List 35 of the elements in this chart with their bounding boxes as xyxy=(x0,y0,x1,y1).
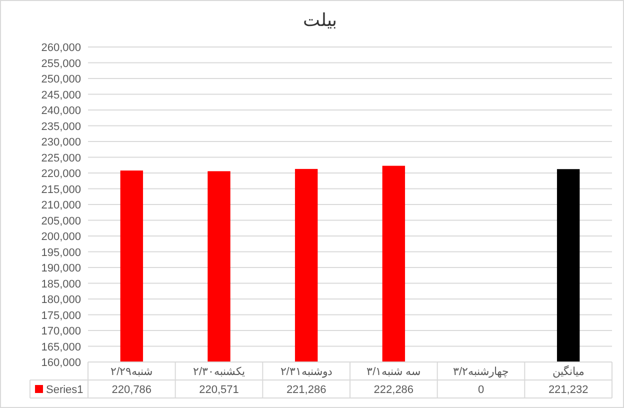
y-tick-label: 180,000 xyxy=(41,294,81,306)
y-tick-label: 200,000 xyxy=(41,231,81,243)
category: چهارشنبه۳/۲ xyxy=(452,366,510,378)
data-label: 221,232 xyxy=(548,384,588,396)
y-tick-label: 255,000 xyxy=(41,58,81,70)
y-tick-label: 250,000 xyxy=(41,74,81,86)
y-tick-label: 195,000 xyxy=(41,246,81,259)
y-tick-label: 185,000 xyxy=(41,278,81,290)
category: سه شنبه۳/۱ xyxy=(366,366,421,378)
category: یکشنبه۲/۳۰ xyxy=(192,366,246,378)
y-tick-label: 215,000 xyxy=(41,184,81,196)
y-tick-label: 170,000 xyxy=(41,326,81,338)
y-tick-label: 240,000 xyxy=(41,105,81,117)
y-tick-label: 260,000 xyxy=(41,42,81,54)
y-tick-label: 190,000 xyxy=(41,262,81,274)
title: بیلت xyxy=(303,10,337,30)
y-tick-label: 175,000 xyxy=(41,310,81,322)
y-tick-label: 235,000 xyxy=(41,120,81,133)
category: شنبه۲/۲۹ xyxy=(110,366,153,378)
data-label: 220,571 xyxy=(199,384,239,396)
data-label: 221,286 xyxy=(286,384,326,396)
legend: Series1 xyxy=(46,384,84,396)
y-tick-label: 225,000 xyxy=(41,152,81,164)
y-tick-label: 220,000 xyxy=(41,168,81,180)
data-label: 220,786 xyxy=(112,384,152,396)
data-label: 0 xyxy=(478,384,484,396)
y-tick-label: 230,000 xyxy=(41,136,81,148)
y-tick-label: 210,000 xyxy=(41,200,81,212)
y-tick-label: 245,000 xyxy=(41,89,81,102)
y-tick-label: 160,000 xyxy=(41,357,81,369)
data-label: 222,286 xyxy=(374,384,414,396)
category: میانگین xyxy=(552,366,584,378)
y-tick-label: 205,000 xyxy=(41,215,81,228)
category: دوشنبه۲/۳۱ xyxy=(280,366,332,378)
y-tick-label: 165,000 xyxy=(41,341,81,354)
